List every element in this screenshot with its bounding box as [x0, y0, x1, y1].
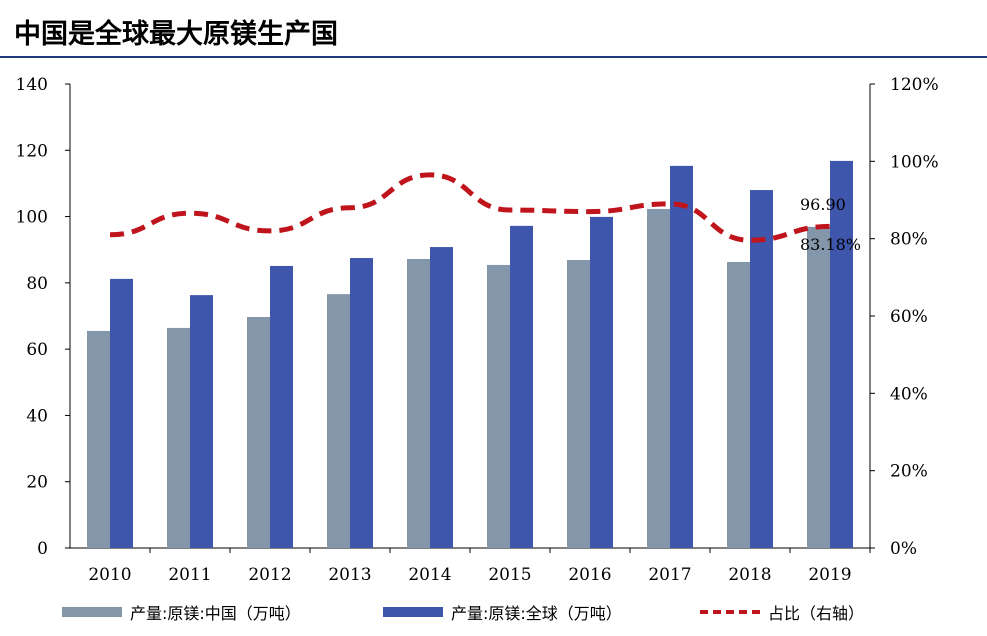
- bar-global: [830, 160, 853, 549]
- y-tick-label: 40: [26, 406, 48, 426]
- annotation-value: 96.90: [800, 195, 846, 214]
- bar-china: [407, 258, 430, 548]
- bar-global: [430, 247, 453, 548]
- legend-label: 产量:原镁:中国（万吨）: [130, 604, 301, 623]
- x-tick-label: 2013: [328, 565, 371, 585]
- bar-global: [270, 265, 293, 548]
- x-tick-label: 2010: [88, 565, 131, 585]
- y2-tick-label: 60%: [890, 307, 928, 327]
- y-tick-label: 100: [16, 208, 48, 228]
- y-tick-label: 0: [37, 539, 48, 559]
- y2-tick-label: 80%: [890, 230, 928, 250]
- x-tick-label: 2014: [408, 565, 451, 585]
- ratio-line: [109, 172, 831, 243]
- y-tick-label: 80: [26, 274, 48, 294]
- bar-global: [510, 225, 533, 548]
- bar-china: [327, 294, 350, 548]
- bar-china: [647, 208, 670, 548]
- y2-tick-label: 40%: [890, 384, 928, 404]
- bar-china: [807, 226, 830, 549]
- annotation-ratio: 83.18%: [800, 235, 861, 254]
- legend-label: 产量:原镁:全球（万吨）: [451, 604, 622, 623]
- bar-global: [750, 190, 773, 549]
- x-tick-label: 2015: [488, 565, 531, 585]
- legend-swatch: [383, 607, 443, 617]
- legend-ratio: 占比（右轴）: [700, 600, 864, 624]
- y2-tick-label: 100%: [890, 152, 939, 172]
- title-rule: [0, 56, 987, 58]
- bar-global: [190, 295, 213, 548]
- x-tick-label: 2019: [808, 565, 851, 585]
- bar-china: [487, 264, 510, 548]
- bar-china: [247, 316, 270, 548]
- legend-china: 产量:原镁:中国（万吨）: [62, 600, 301, 624]
- legend-swatch: [700, 610, 760, 614]
- y-tick-label: 120: [16, 141, 48, 161]
- bar-china: [727, 261, 750, 548]
- y-tick-label: 20: [26, 473, 48, 493]
- legend-swatch: [62, 607, 122, 617]
- x-tick-label: 2018: [728, 565, 771, 585]
- bar-china: [167, 327, 190, 548]
- y2-tick-label: 120%: [890, 75, 939, 95]
- y2-tick-label: 0%: [890, 539, 917, 559]
- bar-global: [110, 278, 133, 548]
- x-tick-label: 2017: [648, 565, 691, 585]
- x-tick-label: 2011: [168, 565, 211, 585]
- y-tick-label: 60: [26, 340, 48, 360]
- legend-global: 产量:原镁:全球（万吨）: [383, 600, 622, 624]
- y2-tick-label: 20%: [890, 462, 928, 482]
- bar-china: [567, 259, 590, 548]
- bar-global: [350, 258, 373, 548]
- bar-china: [87, 330, 110, 548]
- bar-global: [590, 216, 613, 548]
- bar-global: [670, 165, 693, 548]
- legend-label: 占比（右轴）: [768, 604, 865, 623]
- y-tick-label: 140: [16, 75, 48, 95]
- chart-title: 中国是全球最大原镁生产国: [14, 19, 338, 50]
- x-tick-label: 2012: [248, 565, 291, 585]
- x-tick-label: 2016: [568, 565, 611, 585]
